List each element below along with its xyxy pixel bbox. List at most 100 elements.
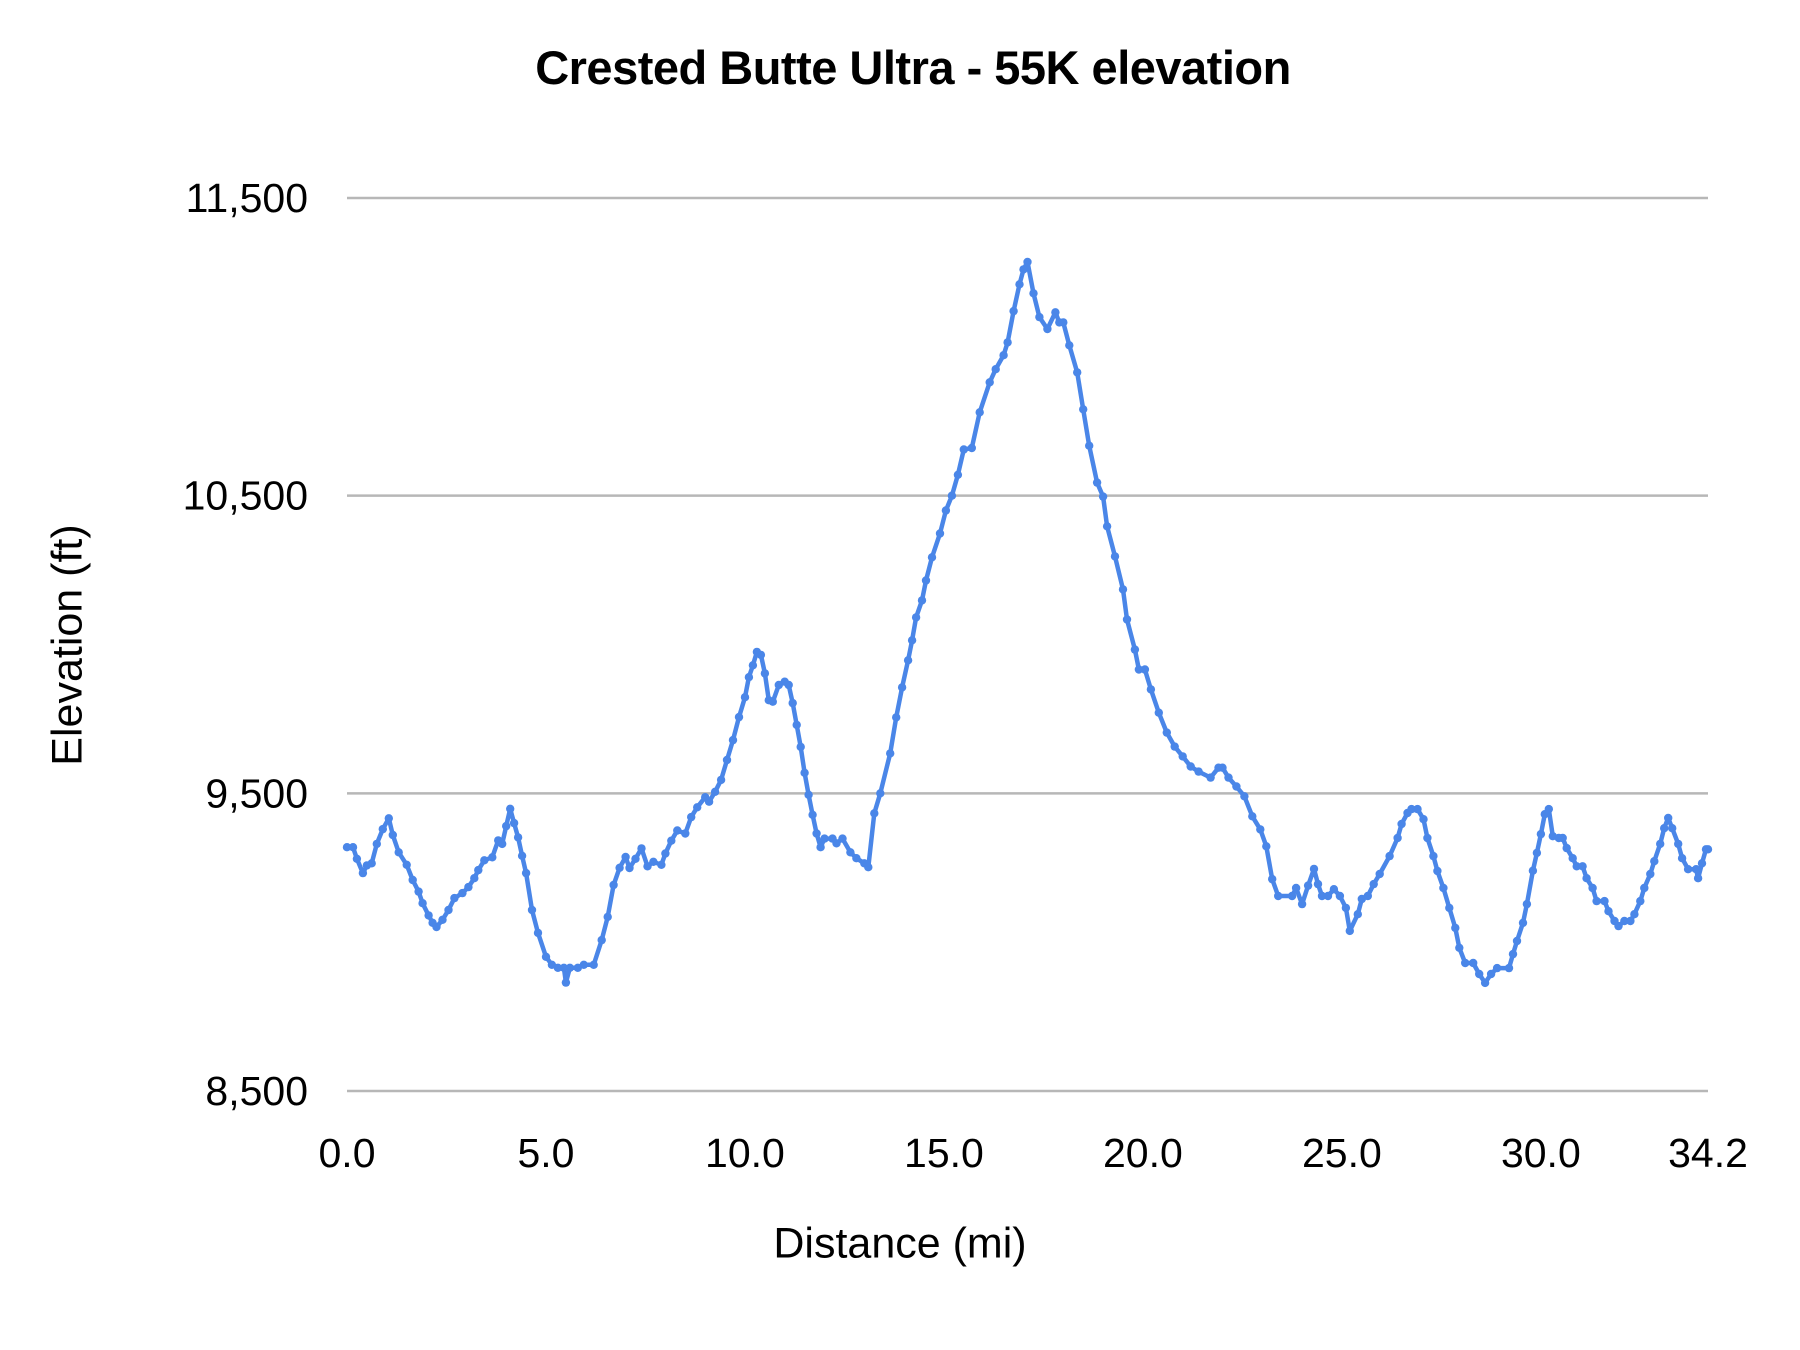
data-point-marker: [816, 843, 825, 852]
data-point-marker: [1051, 308, 1060, 317]
data-point-marker: [1439, 883, 1448, 893]
data-point-marker: [1492, 963, 1502, 973]
data-point-marker: [509, 818, 519, 828]
data-point-marker: [342, 843, 352, 852]
data-point-marker: [903, 656, 913, 665]
data-point-marker: [1504, 963, 1514, 973]
data-point-marker: [637, 844, 646, 853]
data-point-marker: [710, 787, 720, 796]
data-point-marker: [661, 849, 670, 858]
data-point-marker: [1582, 874, 1591, 883]
data-point-marker: [1268, 874, 1277, 884]
data-point-marker: [693, 803, 702, 812]
data-point-marker: [1335, 891, 1345, 901]
data-point-marker: [372, 839, 381, 849]
data-point-marker: [1397, 819, 1406, 829]
data-point-marker: [975, 408, 984, 417]
data-point-marker: [502, 821, 511, 831]
data-point-marker: [1154, 708, 1164, 717]
data-point-marker: [1035, 312, 1044, 322]
data-point-marker: [1130, 645, 1140, 654]
data-point-marker: [734, 712, 744, 722]
x-tick-label: 0.0: [319, 1130, 376, 1176]
data-point-marker: [1668, 824, 1677, 833]
data-point-marker: [1009, 306, 1018, 316]
data-point-marker: [1626, 916, 1635, 926]
data-point-marker: [1248, 812, 1257, 821]
data-point-marker: [1691, 865, 1701, 874]
data-point-marker: [1475, 969, 1484, 979]
data-point-marker: [1256, 825, 1265, 834]
data-point-marker: [378, 824, 387, 834]
data-point-marker: [1291, 883, 1301, 893]
data-point-marker: [1313, 879, 1323, 889]
data-point-marker: [458, 888, 467, 898]
data-point-marker: [643, 862, 652, 871]
data-point-marker: [784, 680, 793, 690]
data-point-marker: [917, 596, 927, 605]
data-point-marker: [748, 661, 758, 670]
chart-title: Crested Butte Ultra - 55K elevation: [535, 41, 1291, 94]
data-point-marker: [792, 720, 801, 730]
data-point-marker: [832, 839, 841, 848]
data-point-marker: [1186, 762, 1195, 771]
data-point-marker: [812, 829, 821, 838]
data-point-marker: [1345, 926, 1355, 936]
data-point-marker: [615, 863, 624, 872]
data-point-marker: [1274, 891, 1283, 901]
data-point-marker: [1194, 767, 1203, 776]
data-point-marker: [1393, 833, 1402, 843]
data-point-marker: [603, 912, 612, 922]
data-point-marker: [1697, 859, 1707, 868]
data-point-marker: [1146, 685, 1156, 694]
data-point-marker: [1656, 839, 1665, 849]
data-point-marker: [432, 922, 441, 932]
data-point-marker: [1140, 665, 1150, 674]
data-point-marker: [1134, 665, 1144, 674]
data-point-marker: [1262, 842, 1271, 851]
data-point-marker: [941, 506, 951, 515]
data-point-marker: [804, 790, 813, 799]
data-point-marker: [1562, 843, 1571, 853]
data-point-marker: [579, 960, 588, 969]
data-point-marker: [892, 713, 901, 722]
data-point-marker: [657, 860, 666, 869]
data-point-marker: [687, 812, 696, 822]
data-point-marker: [444, 905, 453, 915]
data-point-marker: [1206, 773, 1215, 782]
data-point-marker: [414, 887, 423, 896]
data-point-marker: [649, 857, 658, 866]
data-point-marker: [348, 843, 358, 852]
data-point-marker: [1092, 478, 1102, 487]
data-point-marker: [1693, 874, 1703, 883]
data-point-marker: [402, 860, 411, 869]
x-axis-title: Distance (mi): [773, 1219, 1027, 1268]
data-point-marker: [947, 491, 957, 500]
data-point-marker: [1522, 899, 1532, 909]
data-point-marker: [1572, 862, 1581, 871]
data-point-marker: [1341, 903, 1351, 913]
data-point-marker: [1445, 903, 1454, 913]
data-point-marker: [953, 470, 963, 479]
data-point-marker: [1419, 815, 1428, 824]
data-point-marker: [521, 868, 531, 878]
data-point-marker: [1536, 829, 1546, 839]
data-point-marker: [1461, 958, 1470, 968]
x-tick-label: 34.2: [1668, 1130, 1748, 1176]
data-point-marker: [367, 859, 376, 868]
data-point-marker: [1110, 552, 1120, 561]
data-point-marker: [744, 673, 754, 682]
data-point-marker: [838, 834, 847, 843]
data-point-marker: [1323, 891, 1333, 901]
data-point-marker: [1413, 804, 1422, 814]
data-point-marker: [1224, 773, 1233, 782]
data-point-marker: [625, 863, 634, 873]
x-tick-label: 10.0: [705, 1130, 785, 1176]
data-point-marker: [1451, 923, 1460, 933]
data-point-marker: [1170, 742, 1179, 751]
data-point-marker: [1375, 869, 1384, 879]
data-point-marker: [464, 882, 473, 892]
data-point-marker: [513, 833, 523, 842]
data-point-marker: [621, 852, 630, 862]
data-point-marker: [1640, 883, 1649, 893]
